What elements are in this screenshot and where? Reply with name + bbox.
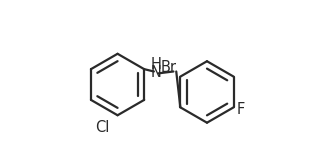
Text: F: F bbox=[236, 102, 245, 117]
Text: Br: Br bbox=[161, 60, 177, 75]
Text: N: N bbox=[150, 65, 161, 80]
Text: Cl: Cl bbox=[95, 120, 109, 135]
Text: H: H bbox=[150, 57, 161, 72]
